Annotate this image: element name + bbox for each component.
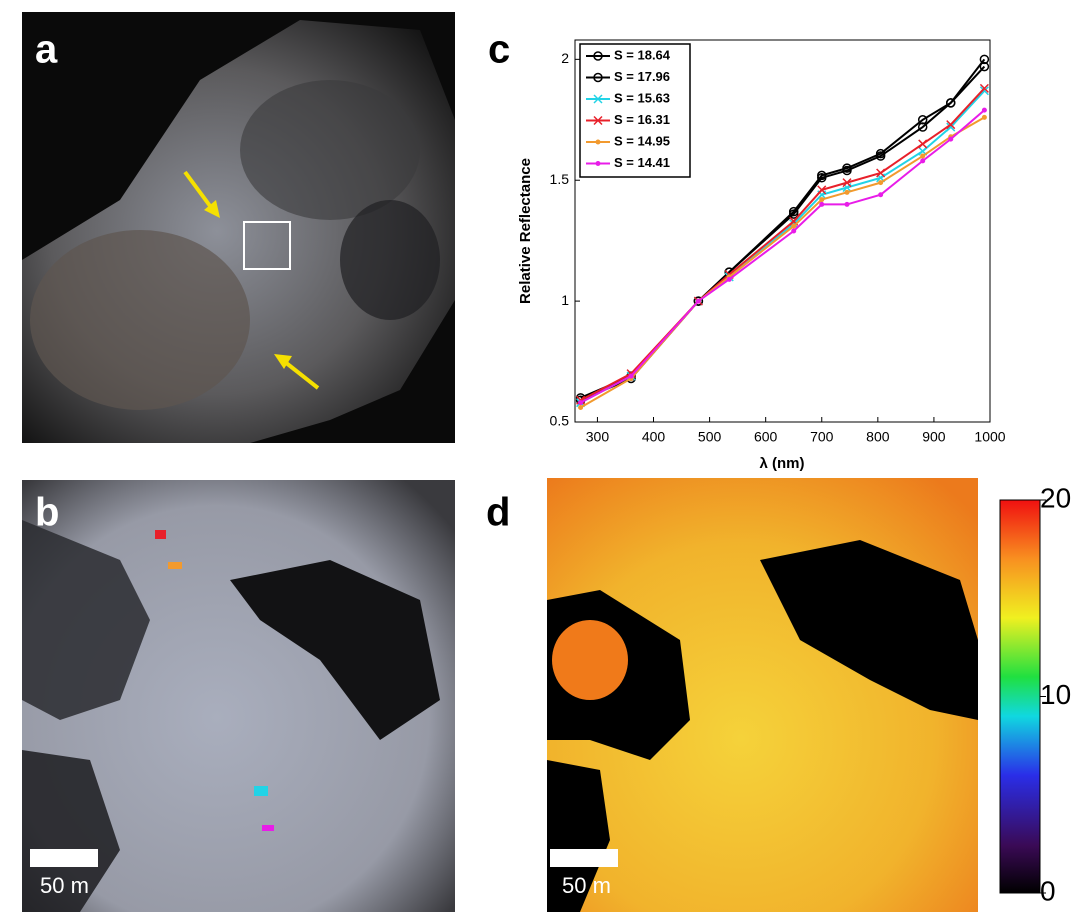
x-tick-label: 500	[698, 429, 722, 445]
colorbar-tick-label: 20	[1040, 482, 1071, 513]
colorbar-tick-label: 0	[1040, 875, 1056, 906]
scale-label: 50 m	[40, 873, 89, 898]
x-tick-label: 700	[810, 429, 834, 445]
marker	[878, 192, 883, 197]
legend-label: S = 16.31	[614, 112, 670, 127]
photo-b	[22, 480, 455, 912]
colorbar-tick-label: 10	[1040, 679, 1071, 710]
legend-label: S = 15.63	[614, 90, 670, 105]
y-tick-label: 0.5	[550, 413, 570, 429]
marker	[696, 299, 701, 304]
legend-marker	[596, 161, 601, 166]
marker	[791, 229, 796, 234]
marker	[982, 115, 987, 120]
marker	[578, 400, 583, 405]
x-tick-label: 400	[642, 429, 666, 445]
marker	[878, 180, 883, 185]
legend-marker	[596, 140, 601, 145]
x-tick-label: 300	[586, 429, 610, 445]
marker	[844, 202, 849, 207]
legend-label: S = 18.64	[614, 47, 671, 62]
x-tick-label: 600	[754, 429, 778, 445]
panel-label: d	[486, 491, 510, 535]
panel-label: a	[35, 28, 58, 72]
marker	[819, 202, 824, 207]
marker	[920, 154, 925, 159]
x-axis-label: λ (nm)	[760, 455, 805, 472]
map-d	[547, 478, 978, 912]
marker	[844, 190, 849, 195]
legend-label: S = 17.96	[614, 69, 670, 84]
marker	[578, 405, 583, 410]
x-tick-label: 900	[922, 429, 946, 445]
y-tick-label: 2	[561, 50, 569, 66]
figure: a b c d 50 m 50 m λ (nm) Relative Reflec…	[0, 0, 1076, 919]
marker	[819, 197, 824, 202]
marker	[791, 224, 796, 229]
panel-label: b	[35, 491, 59, 535]
marker	[982, 108, 987, 113]
legend-label: S = 14.41	[614, 155, 670, 170]
colorbar	[1000, 500, 1040, 893]
legend-label: S = 14.95	[614, 133, 670, 148]
marker	[920, 158, 925, 163]
marker	[948, 137, 953, 142]
y-tick-label: 1	[561, 292, 569, 308]
y-axis-label: Relative Reflectance	[517, 158, 534, 304]
panel-label: c	[488, 28, 510, 72]
marker	[727, 277, 732, 282]
page: {"panel_labels":["a","b","c","d"], "scal…	[0, 0, 1076, 924]
marker	[629, 374, 634, 379]
photo-a	[22, 12, 455, 443]
y-tick-label: 1.5	[550, 171, 570, 187]
x-tick-label: 800	[866, 429, 890, 445]
scale-label: 50 m	[562, 873, 611, 898]
x-tick-label: 1000	[974, 429, 1005, 445]
